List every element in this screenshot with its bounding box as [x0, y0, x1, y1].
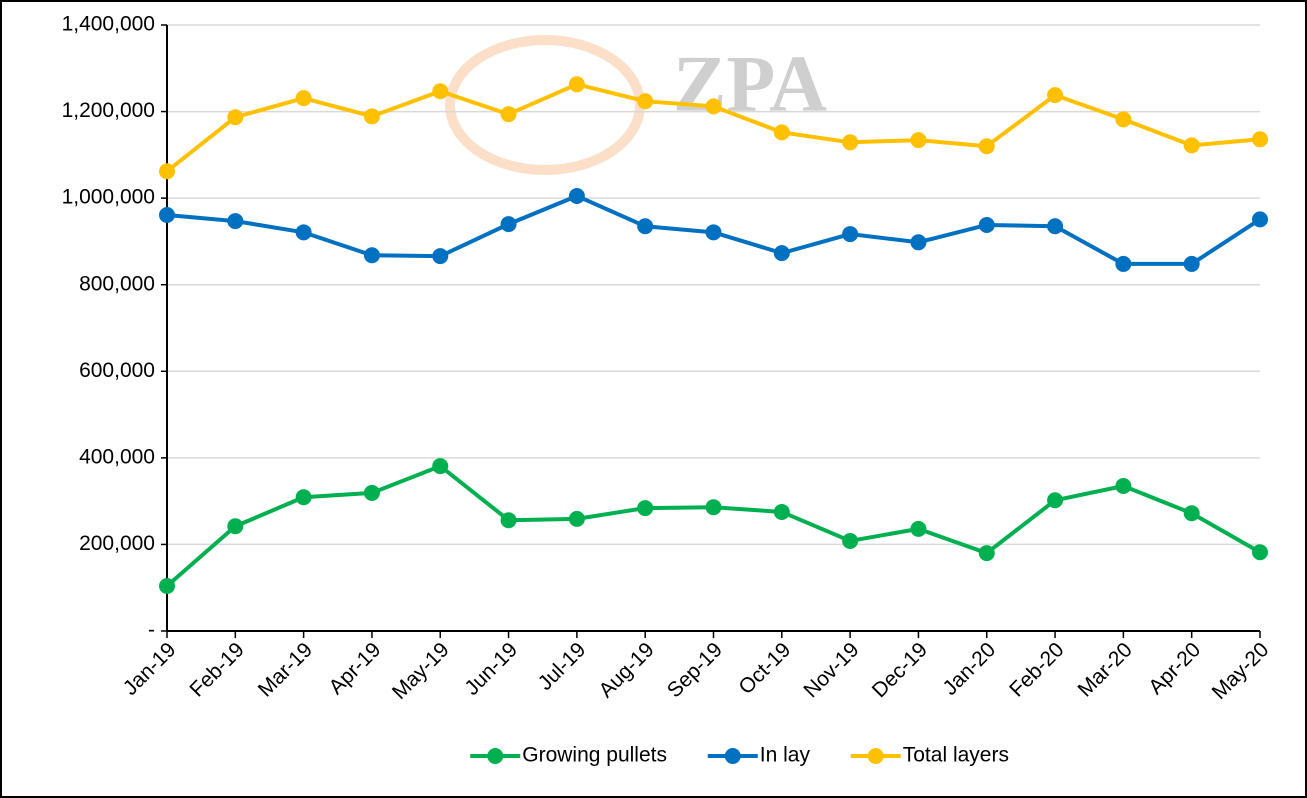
point [1252, 131, 1268, 147]
point [227, 213, 243, 229]
y-tick-label: 800,000 [79, 272, 155, 295]
legend-marker [868, 748, 884, 764]
point [501, 512, 517, 528]
point [432, 83, 448, 99]
legend-marker [487, 748, 503, 764]
point [1184, 505, 1200, 521]
point [706, 499, 722, 515]
legend-label: Total layers [903, 744, 1009, 767]
chart: ZPA - 200,000 400,000 600,000 800,000 1,000,0… [0, 0, 1307, 798]
point [1047, 87, 1063, 103]
point [501, 216, 517, 232]
point [501, 106, 517, 122]
point [637, 218, 653, 234]
point [637, 93, 653, 109]
point [159, 163, 175, 179]
point [1115, 256, 1131, 272]
point [569, 511, 585, 527]
point [296, 489, 312, 505]
point [774, 124, 790, 140]
point [1184, 256, 1200, 272]
point [910, 132, 926, 148]
point [364, 485, 380, 501]
y-tick-label: 400,000 [79, 445, 155, 468]
point [1047, 492, 1063, 508]
watermark: ZPA [673, 40, 827, 128]
point [569, 188, 585, 204]
point [432, 458, 448, 474]
point [979, 138, 995, 154]
point [227, 109, 243, 125]
legend-label: In lay [760, 744, 811, 767]
point [842, 533, 858, 549]
point [1115, 111, 1131, 127]
point [910, 521, 926, 537]
point [227, 518, 243, 534]
point [979, 217, 995, 233]
y-tick-label: 1,000,000 [62, 186, 155, 209]
point [842, 134, 858, 150]
point [979, 545, 995, 561]
point [706, 224, 722, 240]
point [296, 224, 312, 240]
point [1115, 478, 1131, 494]
point [159, 578, 175, 594]
point [774, 245, 790, 261]
point [1252, 211, 1268, 227]
y-tick-label: 1,200,000 [62, 99, 155, 122]
point [432, 248, 448, 264]
point [1252, 544, 1268, 560]
y-tick-label: 1,400,000 [62, 13, 155, 36]
y-tick-label: 200,000 [79, 532, 155, 555]
y-tick-label: 600,000 [79, 359, 155, 382]
point [159, 207, 175, 223]
point [296, 90, 312, 106]
point [364, 247, 380, 263]
y-tick-label: - [148, 619, 155, 642]
point [706, 98, 722, 114]
point [364, 108, 380, 124]
point [1047, 218, 1063, 234]
point [637, 500, 653, 516]
legend-label: Growing pullets [522, 744, 667, 767]
point [842, 226, 858, 242]
legend-marker [725, 748, 741, 764]
point [910, 234, 926, 250]
point [1184, 137, 1200, 153]
point [774, 504, 790, 520]
point [569, 76, 585, 92]
